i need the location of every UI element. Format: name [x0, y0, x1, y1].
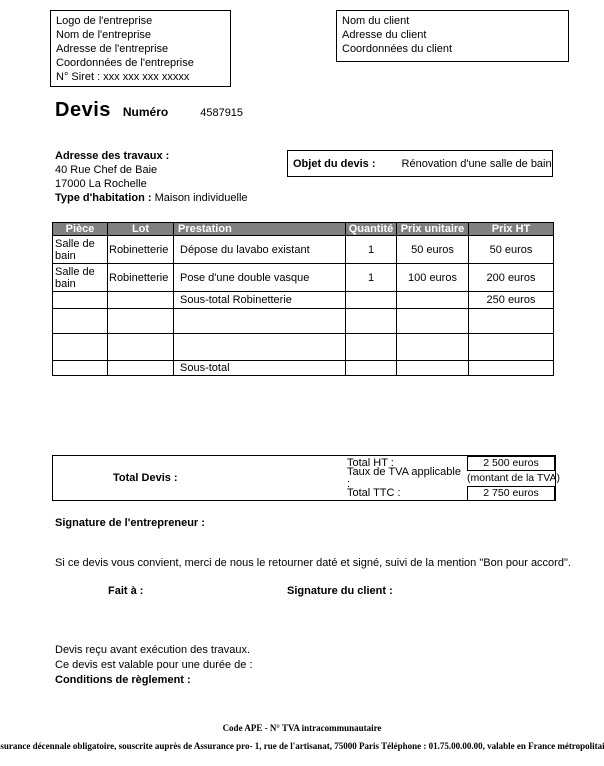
- cell-quantite: 1: [345, 263, 397, 292]
- header-prestation: Prestation: [173, 222, 346, 236]
- cell-piece: [52, 360, 108, 376]
- table-row-empty: [52, 333, 554, 361]
- cell-prestation: Dépose du lavabo existant: [173, 235, 346, 264]
- tva-row: Taux de TVA applicable : (montant de la …: [347, 466, 560, 490]
- table-row-empty: [52, 308, 554, 334]
- quote-items-table: Pièce Lot Prestation Quantité Prix unita…: [52, 222, 554, 376]
- client-name-line: Nom du client: [342, 15, 410, 27]
- cell-prix-ht: [468, 360, 554, 376]
- cell-prestation: [173, 308, 346, 334]
- cell-piece: Salle de bain: [52, 263, 108, 292]
- client-contact-line: Coordonnées du client: [342, 43, 453, 55]
- cell-prix-ht: 250 euros: [468, 291, 554, 309]
- cell-prix-ht: 200 euros: [468, 263, 554, 292]
- total-ht-value: 2 500 euros: [467, 455, 555, 471]
- company-contact-line: Coordonnées de l'entreprise: [56, 57, 194, 69]
- works-address-label: Adresse des travaux :: [55, 150, 170, 162]
- cell-prix-unitaire: 50 euros: [396, 235, 469, 264]
- table-row: Salle de bain Robinetterie Pose d'une do…: [52, 263, 554, 292]
- header-prix-unitaire: Prix unitaire: [396, 222, 469, 236]
- header-piece: Pièce: [52, 222, 108, 236]
- devis-title: Devis: [55, 99, 111, 121]
- cell-piece: [52, 333, 108, 361]
- devis-received-line: Devis reçu avant exécution des travaux.: [55, 644, 251, 656]
- table-row-subtotal-lot: Sous-total Robinetterie 250 euros: [52, 291, 554, 309]
- cell-prix-unitaire: [396, 360, 469, 376]
- fait-a-label: Fait à :: [108, 585, 144, 597]
- cell-prestation: Sous-total Robinetterie: [173, 291, 346, 309]
- acceptance-notice: Si ce devis vous convient, merci de nous…: [55, 557, 571, 569]
- title-row: Devis Numéro 4587915: [55, 99, 243, 122]
- cell-lot: [107, 333, 174, 361]
- quote-object-label: Objet du devis :: [293, 157, 376, 170]
- total-ttc-label: Total TTC :: [347, 487, 401, 499]
- total-ttc-row: Total TTC : 2 750 euros: [347, 485, 555, 501]
- cell-quantite: [345, 291, 397, 309]
- quote-object-value: Rénovation d'une salle de bain: [401, 157, 552, 170]
- cell-prix-ht: [468, 308, 554, 334]
- habitation-type-label: Type d'habitation :: [55, 192, 152, 204]
- cell-quantite: [345, 333, 397, 361]
- cell-prestation: [173, 333, 346, 361]
- devis-number-value: 4587915: [200, 107, 244, 119]
- company-name-line: Nom de l'entreprise: [56, 29, 152, 41]
- cell-piece: [52, 308, 108, 334]
- works-address-line2: 17000 La Rochelle: [55, 178, 147, 190]
- quote-object-box: Objet du devis : Rénovation d'une salle …: [287, 150, 553, 177]
- works-address-block: Adresse des travaux : 40 Rue Chef de Bai…: [55, 149, 248, 205]
- client-signature-label: Signature du client :: [287, 585, 393, 597]
- devis-number-label: Numéro: [122, 105, 169, 119]
- cell-prix-ht: 50 euros: [468, 235, 554, 264]
- total-ht-label: Total HT :: [347, 457, 394, 469]
- cell-lot: Robinetterie: [107, 235, 174, 264]
- table-row-subtotal: Sous-total: [52, 360, 554, 376]
- habitation-type-value: Maison individuelle: [154, 192, 248, 204]
- totals-box: Total Devis : Total HT : 2 500 euros Tau…: [52, 455, 560, 501]
- cell-prix-unitaire: 100 euros: [396, 263, 469, 292]
- client-address-line: Adresse du client: [342, 29, 427, 41]
- works-address-line1: 40 Rue Chef de Baie: [55, 164, 158, 176]
- company-siret-line: N° Siret : xxx xxx xxx xxxxx: [56, 71, 190, 83]
- company-logo-line: Logo de l'entreprise: [56, 15, 153, 27]
- cell-piece: Salle de bain: [52, 235, 108, 264]
- conditions-block: Devis reçu avant exécution des travaux. …: [55, 643, 253, 688]
- cell-quantite: 1: [345, 235, 397, 264]
- cell-quantite: [345, 308, 397, 334]
- header-quantite: Quantité: [345, 222, 397, 236]
- cell-prix-ht: [468, 333, 554, 361]
- cell-lot: [107, 291, 174, 309]
- cell-prix-unitaire: [396, 333, 469, 361]
- total-ht-row: Total HT : 2 500 euros: [347, 455, 555, 471]
- totals-detail: Total HT : 2 500 euros Taux de TVA appli…: [347, 455, 560, 501]
- habitation-type-line: Type d'habitation : Maison individuelle: [55, 191, 248, 205]
- company-address-line: Adresse de l'entreprise: [56, 43, 169, 55]
- total-ttc-value: 2 750 euros: [467, 485, 555, 501]
- table-row: Salle de bain Robinetterie Dépose du lav…: [52, 235, 554, 264]
- cell-lot: [107, 360, 174, 376]
- footer-code-ape-line: Code APE - N° TVA intracommunautaire: [222, 723, 382, 733]
- cell-piece: [52, 291, 108, 309]
- tva-rate-label: Taux de TVA applicable :: [347, 466, 461, 490]
- cell-lot: [107, 308, 174, 334]
- devis-validity-line: Ce devis est valable pour une durée de :: [55, 659, 253, 671]
- total-devis-label: Total Devis :: [113, 472, 178, 484]
- company-info-box: Logo de l'entreprise Nom de l'entreprise…: [50, 10, 231, 87]
- cell-prestation: Pose d'une double vasque: [173, 263, 346, 292]
- header-lot: Lot: [107, 222, 174, 236]
- header-prix-ht: Prix HT: [468, 222, 554, 236]
- cell-prix-unitaire: [396, 308, 469, 334]
- table-header-row: Pièce Lot Prestation Quantité Prix unita…: [52, 222, 554, 236]
- client-info-box: Nom du client Adresse du client Coordonn…: [336, 10, 569, 62]
- cell-lot: Robinetterie: [107, 263, 174, 292]
- entrepreneur-signature-label: Signature de l'entrepreneur :: [55, 517, 205, 529]
- tva-amount-value: (montant de la TVA): [467, 471, 560, 484]
- payment-conditions-label: Conditions de règlement :: [55, 674, 191, 686]
- cell-prestation: Sous-total: [173, 360, 346, 376]
- cell-quantite: [345, 360, 397, 376]
- footer-insurance-line: Assurance décennale obligatoire, souscri…: [0, 741, 604, 751]
- cell-prix-unitaire: [396, 291, 469, 309]
